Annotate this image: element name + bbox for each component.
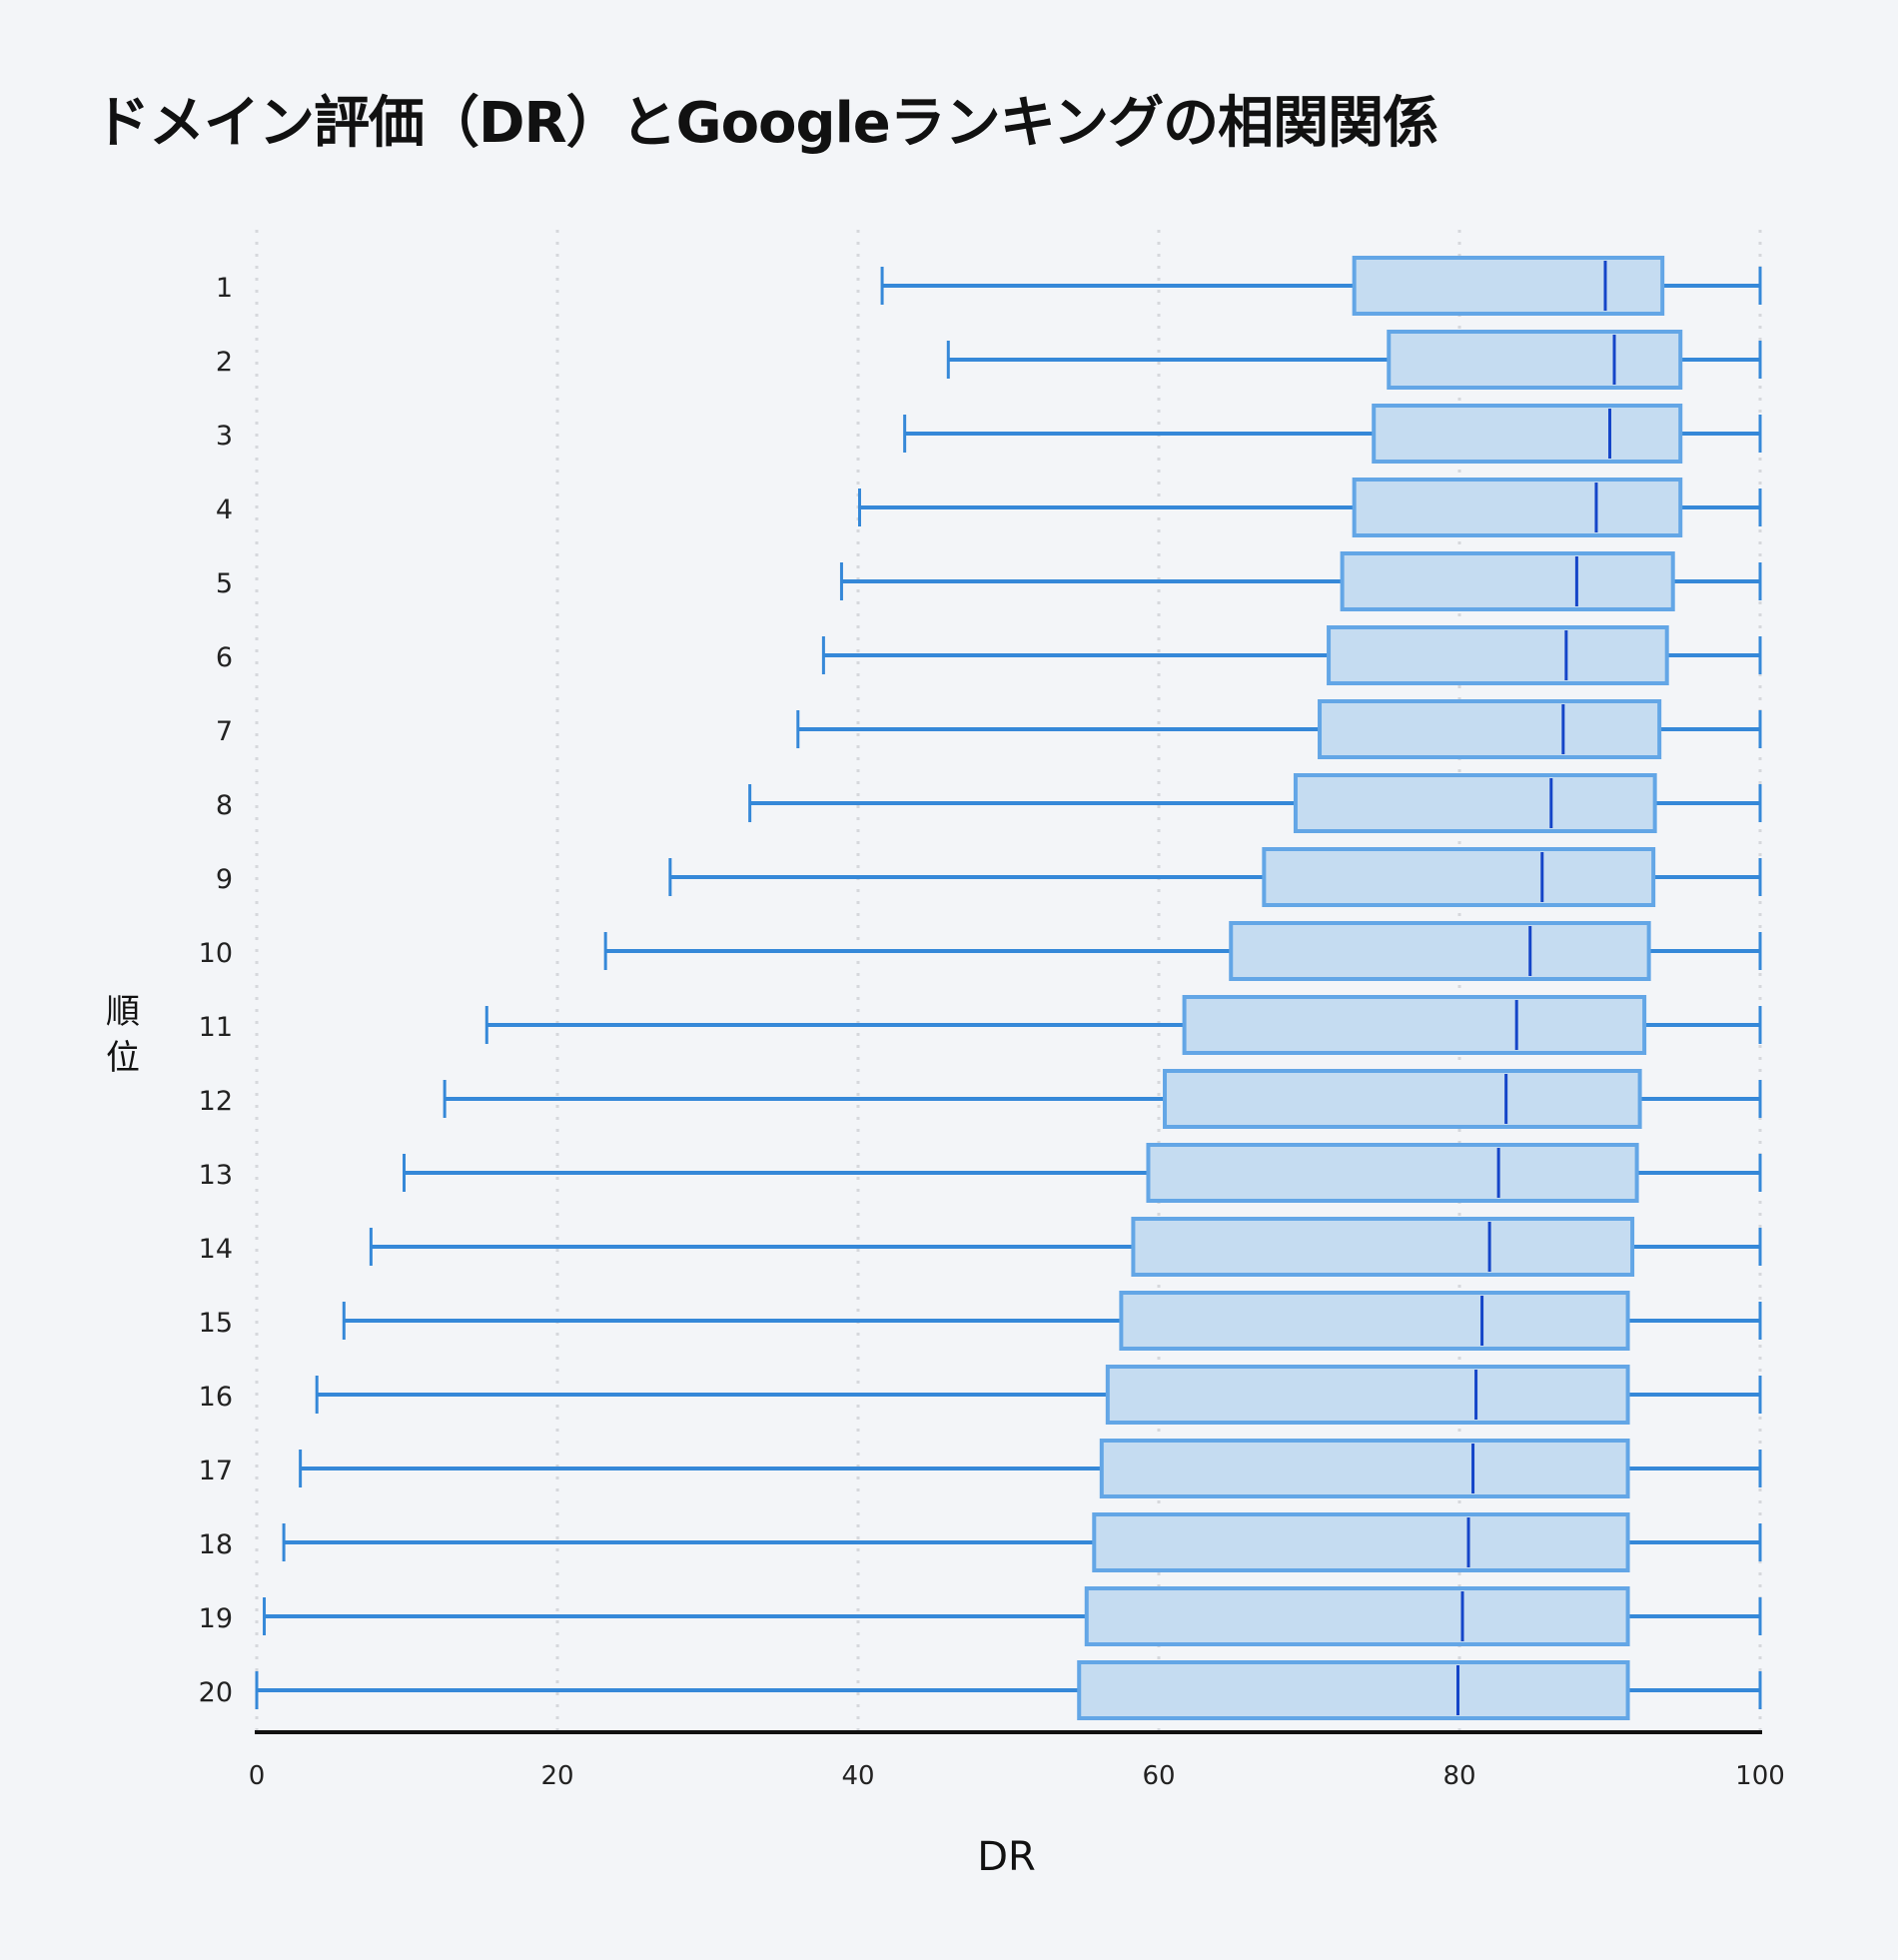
iqr-box [1262,847,1656,907]
iqr-box [1077,1660,1630,1720]
y-tick-label: 4 [216,494,233,525]
y-tick-label: 12 [199,1086,233,1117]
y-tick-label: 10 [199,938,233,969]
iqr-box [1293,773,1657,833]
chart-title: ドメイン評価（DR）とGoogleランキングの相関関係 [94,91,1438,156]
y-tick-label: 20 [199,1677,233,1708]
iqr-box [1099,1439,1630,1498]
y-tick-label: 18 [199,1529,233,1560]
y-tick-label: 14 [199,1234,233,1265]
x-axis-label: DR [977,1834,1036,1880]
iqr-box [1131,1217,1635,1277]
iqr-box [1119,1291,1630,1351]
iqr-box [1092,1512,1630,1572]
iqr-box [1318,699,1662,759]
y-tick-label: 8 [216,790,233,821]
y-tick-label: 17 [199,1456,233,1486]
x-tick-label: 60 [1142,1761,1175,1791]
iqr-box [1387,330,1683,390]
x-tick-label: 0 [249,1761,266,1791]
y-tick-label: 7 [216,716,233,747]
y-tick-label: 2 [216,347,233,378]
iqr-box [1327,625,1669,685]
iqr-box [1105,1365,1630,1425]
iqr-box [1372,404,1683,464]
x-tick-label: 100 [1735,1761,1785,1791]
iqr-box [1229,921,1651,981]
iqr-box [1352,256,1665,316]
iqr-box [1340,551,1675,611]
iqr-box [1182,995,1647,1055]
y-tick-label: 19 [199,1603,233,1634]
y-tick-label: 9 [216,864,233,895]
y-tick-label: 11 [199,1012,233,1043]
y-tick-label: 15 [199,1308,233,1339]
iqr-box [1163,1069,1642,1129]
x-tick-label: 20 [540,1761,573,1791]
x-tick-label: 40 [841,1761,874,1791]
x-tick-label: 80 [1442,1761,1475,1791]
y-tick-label: 5 [216,568,233,599]
y-axis-label: 順位 [106,992,140,1078]
y-tick-label: 13 [199,1160,233,1191]
iqr-box [1146,1143,1639,1203]
y-tick-label: 6 [216,642,233,673]
iqr-box [1084,1586,1630,1646]
y-tick-label: 3 [216,421,233,452]
y-tick-label: 16 [199,1382,233,1413]
iqr-box [1352,478,1683,537]
y-tick-label: 1 [216,273,233,304]
